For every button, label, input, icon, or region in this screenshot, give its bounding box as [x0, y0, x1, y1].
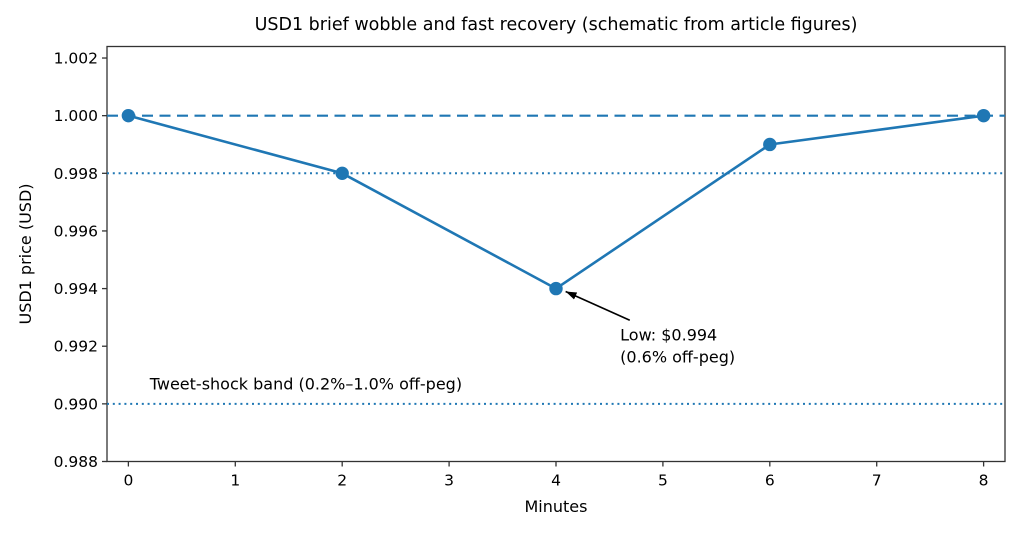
x-tick-label: 4 [551, 472, 561, 490]
x-tick-label: 5 [658, 472, 668, 490]
x-axis-label: Minutes [525, 497, 588, 516]
y-tick-label: 0.992 [54, 338, 98, 356]
band-label: Tweet-shock band (0.2%–1.0% off-peg) [149, 374, 462, 393]
y-tick-label: 0.988 [54, 453, 98, 471]
reference-lines [107, 114, 1005, 405]
price-line-series [121, 108, 991, 296]
y-tick-label: 1.002 [54, 50, 98, 68]
data-point-marker [121, 108, 136, 123]
y-tick-label: 0.990 [54, 395, 98, 413]
y-tick-label: 0.994 [54, 280, 98, 298]
x-tick-label: 0 [123, 472, 133, 490]
low-annotation: Low: $0.994 (0.6% off-peg) [565, 290, 735, 366]
x-tick-label: 1 [230, 472, 240, 490]
price-line [128, 114, 984, 290]
data-point-marker [549, 281, 563, 296]
chart-title: USD1 brief wobble and fast recovery (sch… [255, 15, 858, 35]
axes: 0 1 2 3 4 5 6 7 8 0.988 0.990 0.992 0.994 0.996 0.998 1… [54, 45, 1006, 490]
annotation-text-line1: Low: $0.994 [620, 325, 717, 344]
y-tick-label: 1.000 [54, 107, 98, 125]
x-tick-label: 7 [872, 472, 882, 490]
y-axis-label: USD1 price (USD) [16, 183, 35, 324]
data-point-marker [335, 166, 349, 181]
annotation-arrow [565, 290, 631, 322]
x-tick-label: 8 [979, 472, 989, 490]
y-tick-label: 0.998 [54, 165, 98, 183]
x-tick-label: 3 [444, 472, 454, 490]
data-point-marker [763, 137, 777, 152]
data-point-marker [976, 108, 991, 123]
y-tick-label: 0.996 [54, 222, 98, 240]
x-tick-label: 6 [765, 472, 775, 490]
annotation-text-line2: (0.6% off-peg) [620, 347, 735, 366]
plot-border [106, 45, 1006, 463]
x-tick-label: 2 [337, 472, 347, 490]
